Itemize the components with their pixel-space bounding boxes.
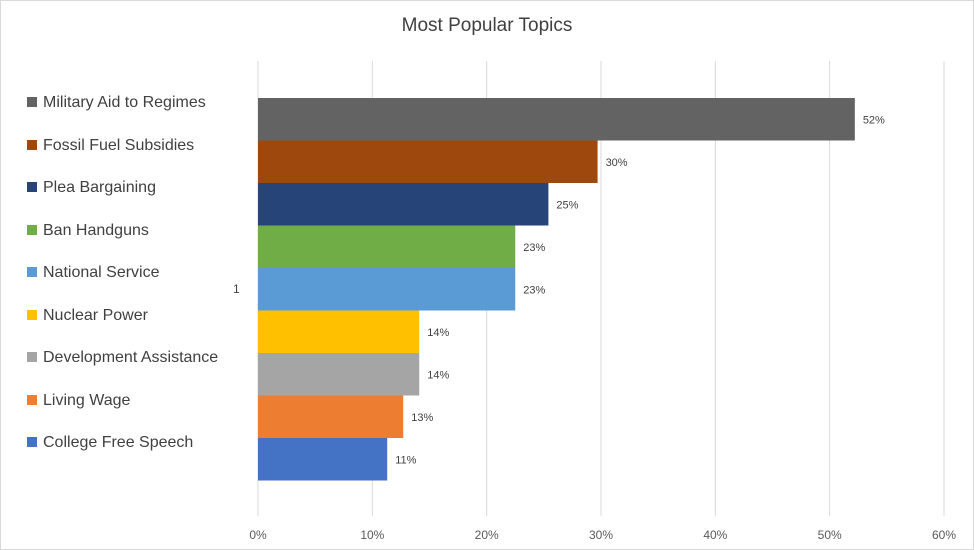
legend-item: Fossil Fuel Subsidies [27,136,194,156]
data-label: 13% [411,412,433,424]
bar [258,310,420,353]
category-label: 1 [233,282,240,297]
legend-item: Ban Handguns [27,221,149,241]
legend-swatch [27,437,37,448]
legend-item: Living Wage [27,391,130,411]
legend-swatch [27,309,37,320]
legend-item: Nuclear Power [27,306,148,326]
bar [258,395,404,438]
data-label: 14% [427,327,449,339]
legend-item: College Free Speech [27,433,193,453]
legend-swatch [27,352,37,363]
legend-label: Nuclear Power [43,306,148,324]
legend-label: Plea Bargaining [43,179,156,197]
legend-label: Military Aid to Regimes [43,94,206,112]
legend-item: Plea Bargaining [27,178,156,198]
legend-label: Fossil Fuel Subsidies [43,136,195,154]
data-label: 30% [606,157,628,169]
legend-swatch [27,224,37,235]
legend-item: Development Assistance [27,348,218,368]
legend-item: National Service [27,263,160,283]
x-tick-label: 50% [818,528,842,542]
legend-label: Living Wage [43,391,131,409]
bar [258,438,388,481]
legend-swatch [27,139,37,150]
x-tick-label: 0% [249,528,267,542]
legend-swatch [27,97,37,108]
data-label: 52% [863,114,885,126]
bar [258,268,516,311]
legend-item: Military Aid to Regimes [27,93,206,113]
legend-label: National Service [43,264,160,282]
data-label: 25% [556,199,578,211]
legend-label: Ban Handguns [43,221,149,239]
legend-swatch [27,267,37,278]
legend-label: College Free Speech [43,434,194,452]
bar [258,98,855,141]
data-label: 23% [523,242,545,254]
x-tick-label: 40% [703,528,727,542]
data-label: 23% [523,284,545,296]
bar [258,353,420,396]
bar [258,225,516,268]
x-tick-label: 60% [932,528,956,542]
bar [258,183,549,226]
legend-label: Development Assistance [43,349,219,367]
x-tick-label: 20% [475,528,499,542]
legend-swatch [27,394,37,405]
data-label: 11% [395,454,416,466]
chart-title: Most Popular Topics [401,15,573,36]
x-tick-label: 30% [589,528,613,542]
data-label: 14% [427,369,449,381]
bar [258,140,598,183]
legend-swatch [27,182,37,193]
x-tick-label: 10% [360,528,384,542]
